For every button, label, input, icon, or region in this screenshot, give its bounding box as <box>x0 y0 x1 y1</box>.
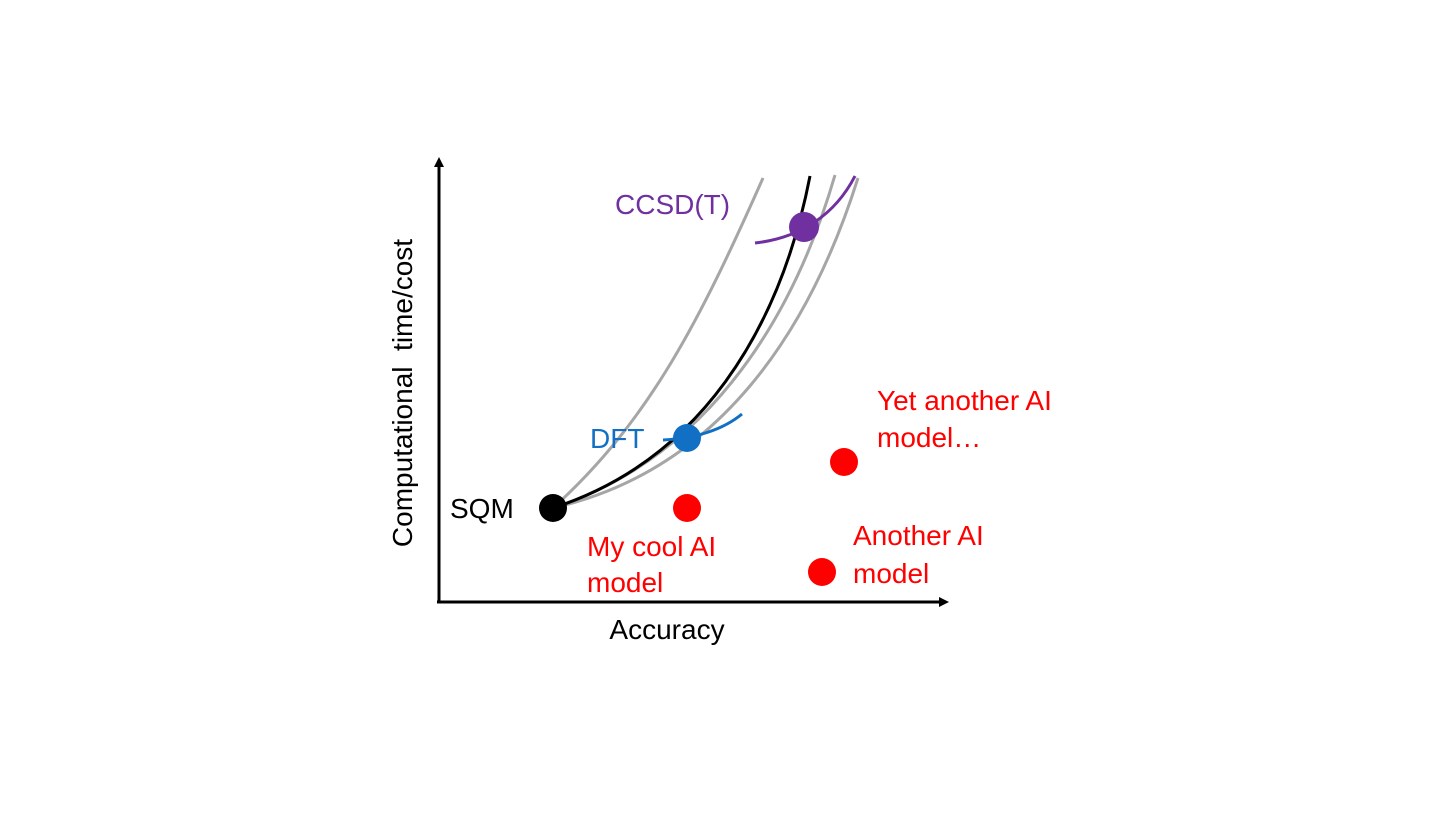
yet-another-ai-label-line1: Yet another AI <box>877 385 1052 416</box>
alt-curve-1 <box>551 177 765 510</box>
another-ai-label-line1: Another AI <box>853 520 984 551</box>
ccsdt-point <box>789 212 819 242</box>
another-ai-label-line2: model <box>853 558 929 589</box>
my-cool-ai-label-line1: My cool AI <box>587 531 716 562</box>
my-cool-ai-point <box>673 494 701 522</box>
yet-another-ai-label-line2: model… <box>877 422 981 453</box>
dft-point <box>673 424 701 452</box>
y-axis-label: Computational time/cost <box>387 239 418 547</box>
sqm-label: SQM <box>450 493 514 524</box>
another-ai-point <box>808 558 836 586</box>
alt-curve-3 <box>552 177 860 510</box>
x-axis-label: Accuracy <box>609 614 724 645</box>
dft-label: DFT <box>590 423 644 454</box>
ccsdt-label: CCSD(T) <box>615 189 730 220</box>
my-cool-ai-label-line2: model <box>587 567 663 598</box>
yet-another-ai-point <box>830 448 858 476</box>
sqm-point <box>539 494 567 522</box>
